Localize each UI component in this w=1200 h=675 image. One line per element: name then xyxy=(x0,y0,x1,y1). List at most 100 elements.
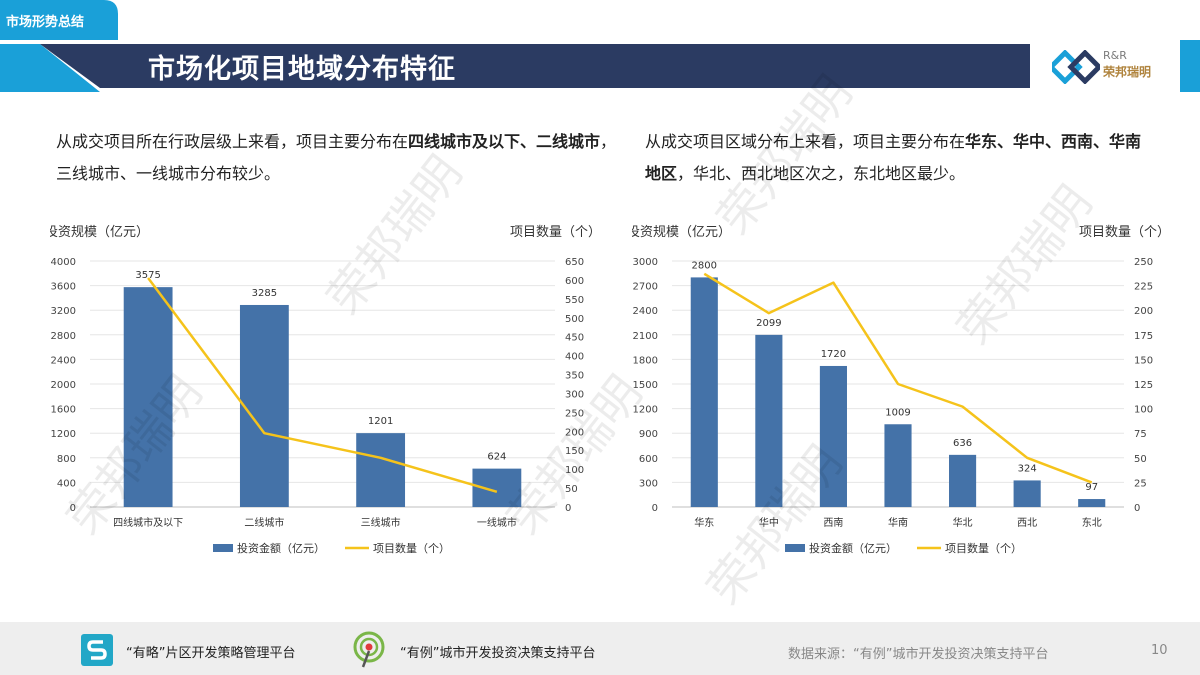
data-label: 1201 xyxy=(368,416,393,427)
chart-region: 投资规模（亿元） 项目数量（个）0300600900120015001800210… xyxy=(632,224,1170,555)
bar xyxy=(1078,499,1106,507)
y2-tick-label: 200 xyxy=(565,427,584,438)
data-label: 324 xyxy=(1018,463,1037,474)
x-tick-label: 东北 xyxy=(1082,516,1102,529)
y-tick-label: 1200 xyxy=(51,429,76,440)
logo-text-en: R&R xyxy=(1103,49,1127,62)
y-tick-label: 1200 xyxy=(633,405,658,416)
company-logo-icon xyxy=(1052,50,1100,84)
youli-logo-icon xyxy=(353,631,385,668)
x-tick-label: 华中 xyxy=(759,516,779,529)
bar xyxy=(819,365,847,507)
page-title: 市场化项目地域分布特征 xyxy=(148,54,456,85)
y-tick-label: 2800 xyxy=(51,331,76,342)
legend-label-line: 项目数量（个） xyxy=(945,542,1022,555)
data-label: 3575 xyxy=(135,270,160,281)
y-tick-label: 900 xyxy=(639,429,658,440)
data-label: 3285 xyxy=(252,288,277,299)
legend-label-line: 项目数量（个） xyxy=(373,542,450,555)
bar xyxy=(123,287,173,507)
data-label: 624 xyxy=(487,452,506,463)
x-tick-label: 华北 xyxy=(953,516,973,529)
chart-admin-level: 投资规模（亿元） 项目数量（个）0400800120016002000240028… xyxy=(50,224,601,555)
y-tick-label: 300 xyxy=(639,478,658,489)
y-tick-label: 1600 xyxy=(51,405,76,416)
y-tick-label: 4000 xyxy=(51,257,76,268)
y2-tick-label: 250 xyxy=(565,408,584,419)
y2-tick-label: 350 xyxy=(565,371,584,382)
legend-label-bar: 投资金额（亿元） xyxy=(809,541,897,555)
bar xyxy=(1013,480,1041,507)
x-tick-label: 四线城市及以下 xyxy=(113,516,183,529)
section-tag xyxy=(0,0,118,40)
x-tick-label: 西北 xyxy=(1017,517,1037,529)
y2-tick-label: 550 xyxy=(565,295,584,306)
x-tick-label: 二线城市 xyxy=(244,516,284,529)
y2-tick-label: 100 xyxy=(1134,405,1153,416)
x-tick-label: 华南 xyxy=(888,516,908,529)
y2-tick-label: 400 xyxy=(565,352,584,363)
y2-tick-label: 75 xyxy=(1134,429,1147,440)
data-source: 数据来源：“有例”城市开发投资决策支持平台 xyxy=(788,647,1049,662)
section-tag-label: 市场形势总结 xyxy=(6,15,85,30)
bar xyxy=(239,304,289,507)
y-tick-label: 3000 xyxy=(633,257,658,268)
y-tick-label: 3600 xyxy=(51,282,76,293)
y-tick-label: 1500 xyxy=(633,380,658,391)
y2-tick-label: 125 xyxy=(1134,380,1153,391)
y2-tick-label: 225 xyxy=(1134,282,1153,293)
x-tick-label: 华东 xyxy=(694,516,714,529)
y2-axis-title: 项目数量（个） xyxy=(1079,225,1170,240)
legend-label-bar: 投资金额（亿元） xyxy=(237,541,325,555)
y-tick-label: 600 xyxy=(639,454,658,465)
x-tick-label: 一线城市 xyxy=(477,516,517,529)
y2-tick-label: 300 xyxy=(565,389,584,400)
y-tick-label: 2100 xyxy=(633,331,658,342)
y2-tick-label: 175 xyxy=(1134,331,1153,342)
youlue-logo-icon xyxy=(81,634,113,666)
y-tick-label: 3200 xyxy=(51,306,76,317)
y-tick-label: 2700 xyxy=(633,282,658,293)
bar xyxy=(949,454,977,507)
series-line-project-count xyxy=(703,272,1093,484)
y2-tick-label: 25 xyxy=(1134,478,1147,489)
footer-brand-youlue: “有略”片区开发策略管理平台 xyxy=(126,646,296,661)
y2-tick-label: 100 xyxy=(565,465,584,476)
y-tick-label: 2000 xyxy=(51,380,76,391)
y-axis-title: 投资规模（亿元） xyxy=(50,224,149,240)
y-tick-label: 1800 xyxy=(633,355,658,366)
right-description: 从成交项目区域分布上来看，项目主要分布在华东、华中、西南、华南地区，华北、西北地… xyxy=(645,132,1142,183)
legend-swatch-bar xyxy=(213,544,233,552)
logo-text-cn: 荣邦瑞明 xyxy=(1103,65,1152,79)
footer xyxy=(0,622,1200,675)
data-label: 1009 xyxy=(885,407,910,418)
y2-tick-label: 600 xyxy=(565,276,584,287)
bar xyxy=(884,424,912,507)
y2-tick-label: 150 xyxy=(1134,355,1153,366)
title-banner xyxy=(0,40,1200,92)
y2-tick-label: 450 xyxy=(565,333,584,344)
bar xyxy=(690,277,718,507)
data-label: 636 xyxy=(953,438,972,449)
y2-tick-label: 250 xyxy=(1134,257,1153,268)
y-tick-label: 0 xyxy=(652,503,658,514)
y-tick-label: 800 xyxy=(57,454,76,465)
y2-axis-title: 项目数量（个） xyxy=(510,225,601,240)
y-tick-label: 400 xyxy=(57,478,76,489)
bar xyxy=(356,433,406,507)
x-tick-label: 西南 xyxy=(823,516,843,529)
y-tick-label: 0 xyxy=(70,503,76,514)
y-axis-title: 投资规模（亿元） xyxy=(632,224,731,240)
footer-brand-youli: “有例”城市开发投资决策支持平台 xyxy=(400,646,596,661)
y2-tick-label: 0 xyxy=(565,503,571,514)
bar xyxy=(755,334,783,507)
y2-tick-label: 50 xyxy=(565,484,578,495)
x-tick-label: 三线城市 xyxy=(361,516,401,529)
y2-tick-label: 50 xyxy=(1134,454,1147,465)
y-tick-label: 2400 xyxy=(51,355,76,366)
y2-tick-label: 200 xyxy=(1134,306,1153,317)
page-number: 10 xyxy=(1151,643,1168,658)
legend-swatch-bar xyxy=(785,544,805,552)
y2-tick-label: 0 xyxy=(1134,503,1140,514)
left-description: 从成交项目所在行政层级上来看，项目主要分布在四线城市及以下、二线城市，三线城市、… xyxy=(56,132,617,183)
